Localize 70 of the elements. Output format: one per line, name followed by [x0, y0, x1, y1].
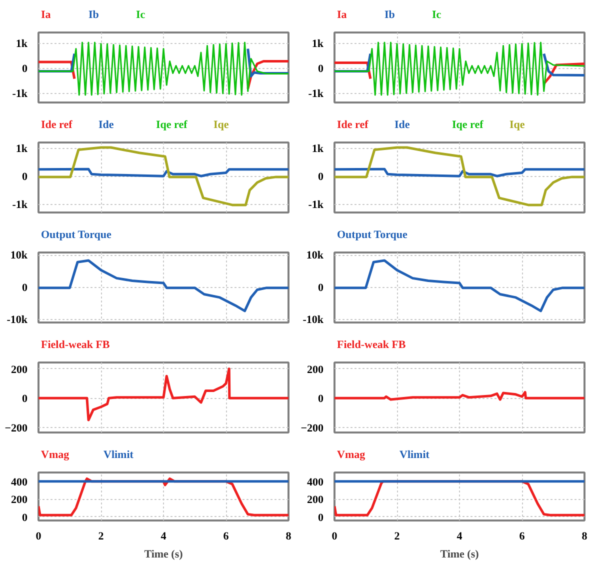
y-tick-label: 1k [312, 38, 324, 50]
series-label: Vlimit [400, 448, 430, 461]
line-series [38, 368, 288, 422]
y-tick-label: 0 [22, 170, 28, 183]
x-tick-label: 2 [394, 530, 400, 542]
text: Ia [41, 8, 52, 21]
x-axis-title: Time (s) [440, 548, 480, 560]
y-tick-label: 400 [307, 476, 324, 488]
legend-label: Iqe ref [156, 118, 188, 131]
y-tick-label: -1k [308, 88, 324, 100]
y-tick-label: 0 [318, 62, 324, 75]
text: Ic [136, 8, 146, 21]
x-tick-label: 0 [332, 530, 338, 542]
y-tick-label: -10k [302, 314, 324, 326]
y-tick-label: 400 [11, 476, 28, 488]
y-tick-label: 0 [318, 512, 324, 524]
legend-label: Iqe ref [452, 118, 484, 131]
line-series [334, 390, 584, 401]
y-tick-label: 10k [10, 250, 28, 262]
y-tick-label: 0 [22, 282, 28, 294]
y-tick-label: 1k [16, 142, 28, 155]
y-tick-label: 200 [11, 494, 28, 506]
x-tick-label: 4 [160, 530, 167, 542]
text: Output Torque [337, 228, 408, 241]
text: Ia [337, 8, 348, 21]
y-tick-label: 0 [22, 512, 28, 524]
y-tick-label: 200 [307, 364, 324, 376]
x-axis-title: Time (s) [144, 548, 184, 560]
y-tick-label: 0 [22, 393, 28, 406]
x-tick-label: 0 [36, 530, 42, 542]
y-tick-label: 0 [318, 170, 324, 183]
series-label: Vlimit [104, 448, 134, 461]
legend-label: Ide ref [337, 118, 369, 131]
line-series [38, 259, 288, 312]
text: Iqe [214, 118, 229, 131]
y-tick-label: 10k [306, 250, 324, 262]
x-tick-label: 8 [286, 530, 292, 542]
text: Vmag [41, 448, 70, 461]
text: Ib [88, 8, 99, 21]
text: Ide [98, 118, 114, 131]
y-tick-label: 1k [312, 142, 324, 155]
text: Field-weak FB [41, 338, 110, 351]
y-tick-label: -1k [12, 198, 28, 211]
line-series [334, 259, 584, 312]
text: Vmag [337, 448, 366, 461]
y-tick-label: −200 [300, 422, 324, 434]
y-tick-label: 200 [11, 364, 28, 376]
y-tick-label: -1k [308, 198, 324, 211]
y-tick-label: 0 [22, 62, 28, 75]
x-tick-label: 2 [98, 530, 104, 542]
y-tick-label: -10k [6, 314, 28, 326]
text: Field-weak FB [337, 338, 406, 351]
y-tick-label: -1k [12, 88, 28, 100]
y-tick-label: 0 [318, 393, 324, 406]
x-tick-label: 6 [223, 530, 230, 542]
y-tick-label: 1k [16, 38, 28, 50]
text: Ic [432, 8, 442, 21]
line-series [38, 168, 288, 178]
text: Output Torque [41, 228, 112, 241]
y-tick-label: 0 [318, 282, 324, 294]
text: Iqe [510, 118, 525, 131]
text: Ib [384, 8, 395, 21]
y-tick-label: −200 [4, 422, 28, 434]
legend-label: Ide ref [41, 118, 73, 131]
line-series [334, 168, 584, 178]
y-tick-label: 200 [307, 494, 324, 506]
x-tick-label: 4 [456, 530, 463, 542]
x-tick-label: 8 [582, 530, 588, 542]
text: Ide [394, 118, 410, 131]
x-tick-label: 6 [519, 530, 526, 542]
